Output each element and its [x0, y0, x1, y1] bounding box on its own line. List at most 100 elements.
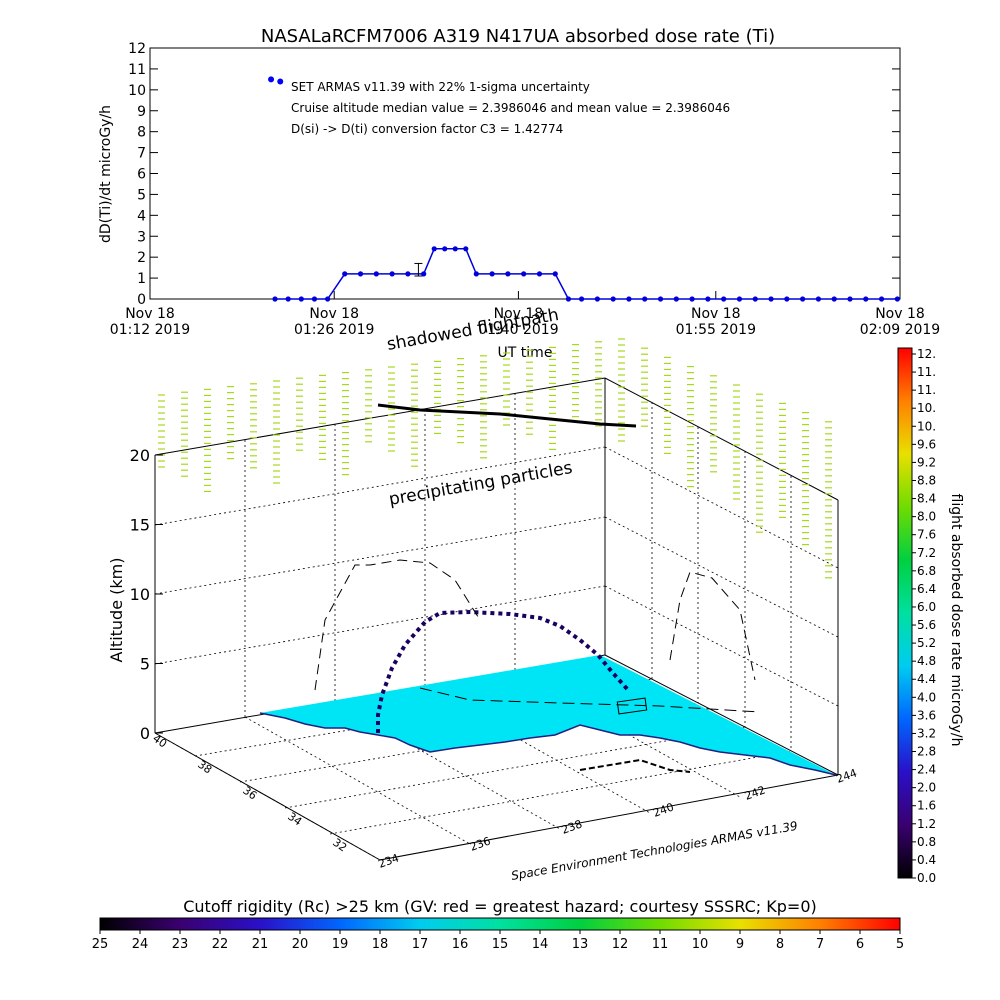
rigidity-colorbar-tick-label: 13	[572, 937, 589, 952]
annotation-conversion-factor: D(si) -> D(ti) conversion factor C3 = 1.…	[291, 122, 563, 136]
dose-x-tick-time: 01:40 2019	[478, 322, 558, 338]
floor-axis-left	[154, 732, 381, 861]
ground-surface	[260, 655, 836, 775]
dose-series-line	[275, 248, 898, 300]
dose-point	[389, 271, 395, 277]
dose-point	[325, 296, 331, 302]
coastline	[259, 712, 837, 776]
dose-colorbar-tick-label: 9.2	[917, 455, 936, 469]
latitude-tick-label: 36	[240, 784, 259, 803]
dose-point	[298, 296, 304, 302]
dose-y-tick-label: 9	[137, 104, 146, 120]
dose-x-tick-time: 01:55 2019	[676, 322, 756, 338]
rigidity-colorbar-tick-label: 14	[532, 937, 549, 952]
rigidity-colorbar-tick-label: 17	[412, 937, 429, 952]
altitude-tick-label: 15	[130, 516, 150, 535]
dose-point	[673, 296, 679, 302]
altitude-tick-label: 0	[140, 724, 150, 743]
rigidity-colorbar	[99, 917, 901, 931]
dose-point	[442, 246, 448, 252]
rigidity-colorbar-tick-label: 23	[172, 937, 189, 952]
dose-colorbar-tick-label: 5.2	[917, 636, 936, 650]
dose-colorbar-tick-label: 3.2	[917, 726, 936, 740]
dose-point	[752, 296, 758, 302]
dose-point	[536, 271, 543, 277]
rigidity-colorbar-tick-label: 8	[776, 937, 784, 952]
dose-point	[405, 271, 411, 277]
flight-path	[376, 609, 630, 733]
rigidity-colorbar-tick-label: 10	[692, 937, 709, 952]
dose-point	[784, 296, 790, 302]
dose-colorbar-tick-label: 4.4	[917, 672, 936, 686]
dose-point	[894, 296, 900, 302]
dose-outlier-point	[268, 76, 275, 83]
dose-colorbar-tick-label: 7.2	[917, 546, 936, 560]
trajectory-3d-panel: 0 5 10 15 20 Altitude (km) 40 38 36 34 32 234 236…	[107, 305, 859, 883]
dose-y-tick-label: 5	[137, 187, 146, 203]
dose-point	[311, 296, 318, 302]
dose-y-tick-label: 12	[128, 41, 146, 57]
dose-colorbar-tick-label: 5.6	[917, 618, 936, 632]
dose-colorbar-tick-label: 8.4	[917, 492, 936, 506]
dose-colorbar-tick-label: 0.0	[917, 871, 936, 885]
rigidity-colorbar-ticks: 25 24 23 22 21 20 19 18 17 16 15 14 13 12 11 10 9 8 7 6 5	[92, 930, 904, 952]
latitude-tick-label: 34	[285, 810, 304, 829]
rigidity-colorbar-tick-label: 15	[492, 937, 509, 952]
dose-y-tick-label: 11	[128, 62, 146, 78]
dose-colorbar-tick-label: 0.4	[917, 853, 936, 867]
rigidity-colorbar-tick-label: 21	[252, 937, 269, 952]
dose-colorbar-tick-label: 11.	[917, 365, 936, 379]
dose-y-axis-label: dD(Ti)/dt microGy/h	[98, 105, 114, 243]
dose-x-tick-date: Nov 18	[875, 306, 925, 322]
dose-x-tick-date: Nov 18	[125, 306, 175, 322]
dose-x-tick-time: 02:09 2019	[860, 322, 940, 338]
dose-point	[552, 271, 558, 277]
rigidity-colorbar-tick-label: 11	[652, 937, 669, 952]
dose-point	[642, 296, 648, 302]
dose-point	[521, 271, 527, 277]
dose-y-tick-label: 3	[137, 229, 146, 245]
rigidity-colorbar-tick-label: 7	[816, 937, 824, 952]
ground-flight-trace	[579, 758, 691, 773]
dose-colorbar-tick-label: 10.	[917, 419, 936, 433]
dose-y-tick-label: 8	[137, 125, 146, 141]
dose-colorbar-tick-label: 2.0	[917, 781, 936, 795]
dose-point	[578, 296, 585, 302]
dose-point	[421, 271, 427, 277]
rigidity-colorbar-tick-label: 12	[612, 937, 629, 952]
dose-colorbar-tick-label: 3.6	[917, 708, 936, 722]
dose-colorbar-tick-label: 1.2	[917, 817, 936, 831]
dose-colorbar-tick-label: 8.8	[917, 473, 936, 487]
dose-colorbar-tick-label: 4.8	[917, 654, 936, 668]
dose-point	[473, 271, 479, 277]
dose-x-axis-label: UT time	[498, 345, 553, 361]
dose-colorbar-tick-label: 2.8	[917, 745, 936, 759]
latitude-tick-label: 40	[150, 732, 169, 751]
dose-point	[431, 246, 437, 252]
longitude-tick-label: 234	[377, 851, 401, 870]
dose-y-tick-label: 6	[137, 167, 146, 183]
ground-track	[419, 687, 761, 713]
dose-outlier-point	[277, 78, 284, 85]
wall-edge	[604, 377, 839, 501]
longitude-tick-label: 238	[560, 817, 584, 836]
altitude-tick-label: 10	[130, 585, 150, 604]
dose-colorbar	[897, 347, 913, 879]
longitude-tick-label: 242	[743, 783, 767, 802]
projected-path-right	[669, 571, 756, 681]
dose-colorbar-label: flight absorbed dose rate microGy/h	[948, 494, 964, 747]
dose-point	[721, 296, 727, 302]
dose-point	[463, 246, 469, 252]
dose-point	[657, 296, 664, 302]
dose-point	[489, 271, 495, 277]
dose-point	[272, 296, 278, 302]
dose-colorbar-tick-label: 8.0	[917, 510, 936, 524]
altitude-ticks: 0 5 10 15 20	[130, 446, 163, 743]
dose-point	[565, 296, 572, 302]
rigidity-colorbar-tick-label: 25	[92, 937, 109, 952]
rigidity-colorbar-tick-label: 5	[896, 937, 904, 952]
dose-point	[626, 296, 632, 302]
dose-colorbar-tick-label: 12.	[917, 347, 936, 361]
dose-x-tick-time: 01:26 2019	[294, 322, 374, 338]
